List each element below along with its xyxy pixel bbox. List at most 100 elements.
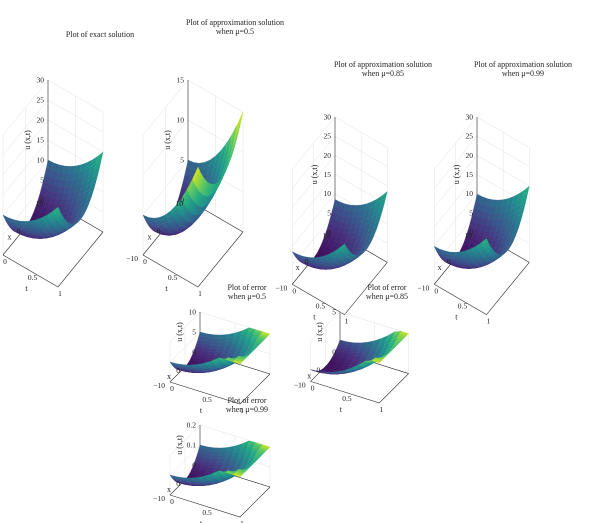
- x-tick-label: −10: [294, 380, 306, 389]
- axis-edge: [310, 373, 409, 404]
- z-tick-label: 15: [37, 136, 45, 145]
- x-axis-label: x: [438, 263, 442, 272]
- x-axis-label: x: [148, 233, 152, 242]
- t-tick-label: 0: [3, 257, 7, 266]
- t-tick-label: 0.5: [168, 273, 178, 282]
- z-tick-label: 5: [332, 308, 336, 317]
- z-tick-label: 0: [332, 348, 336, 357]
- gridline: [434, 116, 530, 170]
- z-tick-label: 5: [180, 156, 184, 165]
- surface-patch: [349, 350, 358, 354]
- t-axis-label: t: [165, 284, 168, 293]
- z-tick-label: 15: [466, 170, 474, 179]
- surface-patch: [232, 473, 242, 478]
- t-axis-label: t: [313, 312, 316, 321]
- x-tick-label: 10: [323, 231, 331, 240]
- z-tick-label: 10: [189, 308, 197, 317]
- z-tick-label: 10: [177, 116, 185, 125]
- x-tick-label: 0: [176, 366, 180, 375]
- z-tick-label: 5: [40, 176, 44, 185]
- z-tick-label: 20: [466, 151, 474, 160]
- z-tick-label: 0.1: [187, 441, 197, 450]
- axis-edge: [142, 231, 244, 288]
- panel-title: when μ=0.5: [216, 27, 254, 36]
- surface-patch: [232, 360, 242, 365]
- x-tick-label: 0: [317, 366, 321, 375]
- z-tick-label: 25: [466, 132, 474, 141]
- surface-patch: [206, 467, 215, 471]
- surface-patch: [208, 348, 217, 353]
- panel-exact-solution: Plot of exact solution051015202530100−10…: [2, 30, 134, 298]
- axis-edge: [292, 262, 388, 316]
- panel-title: Plot of approximation solution: [334, 60, 432, 69]
- x-tick-label: −10: [418, 283, 430, 292]
- t-tick-label: 1: [240, 519, 244, 523]
- z-tick-label: 0: [327, 228, 331, 237]
- t-tick-label: 0: [170, 384, 174, 393]
- surface-patch: [372, 359, 381, 364]
- z-tick-label: 10: [37, 156, 45, 165]
- z-axis-label: u (x,t): [315, 322, 324, 342]
- gridline: [142, 79, 244, 136]
- t-tick-label: 0: [311, 383, 315, 392]
- t-tick-label: 0: [170, 497, 174, 506]
- x-axis-label: x: [8, 233, 12, 242]
- surface-patch: [192, 166, 200, 183]
- z-axis-label: u (x,t): [163, 130, 172, 150]
- surface-patch: [481, 238, 489, 247]
- surface-patch: [207, 464, 216, 469]
- x-tick-label: 0: [17, 227, 21, 236]
- gridline: [2, 99, 104, 156]
- t-tick-label: 1: [198, 289, 202, 298]
- x-tick-label: 10: [36, 199, 44, 208]
- surface-patch: [348, 352, 357, 356]
- z-tick-label: 30: [466, 113, 474, 122]
- z-axis-label: u (x,t): [175, 322, 184, 342]
- t-axis-label: t: [200, 406, 203, 415]
- surface-patch: [211, 338, 221, 343]
- z-tick-label: 0: [469, 228, 473, 237]
- z-tick-label: 0.2: [187, 421, 197, 430]
- t-tick-label: 0.5: [458, 301, 468, 310]
- z-axis-label: u (x,t): [175, 435, 184, 455]
- surface-patch: [210, 455, 220, 460]
- z-tick-label: 5: [327, 208, 331, 217]
- z-tick-label: 30: [37, 76, 45, 85]
- t-tick-label: 0.5: [28, 273, 38, 282]
- t-tick-label: 0.5: [342, 394, 352, 403]
- x-tick-label: 10: [465, 231, 473, 240]
- t-tick-label: 1: [379, 405, 383, 414]
- z-tick-label: 25: [37, 96, 45, 105]
- panel-title: Plot of exact solution: [66, 30, 134, 39]
- x-axis-label: x: [307, 372, 311, 381]
- panel-title: Plot of approximation solution: [186, 18, 284, 27]
- t-tick-label: 0: [434, 286, 438, 295]
- surface-patch: [347, 354, 356, 358]
- t-axis-label: t: [25, 284, 28, 293]
- t-axis-label: t: [340, 405, 343, 414]
- z-tick-label: 5: [469, 208, 473, 217]
- surface-patch: [206, 354, 215, 358]
- gridline: [434, 135, 530, 189]
- z-tick-label: 20: [324, 151, 332, 160]
- z-tick-label: 30: [324, 113, 332, 122]
- panel-title: Plot of error: [367, 283, 406, 292]
- z-axis-label: u (x,t): [23, 130, 32, 150]
- surface-patch: [207, 351, 216, 356]
- z-tick-label: 15: [324, 170, 332, 179]
- surface-patch: [350, 347, 359, 351]
- z-tick-label: 0: [180, 196, 184, 205]
- z-axis-label: u (x,t): [310, 164, 319, 184]
- t-tick-label: 0.5: [202, 395, 212, 404]
- axis-edge: [169, 486, 271, 518]
- z-tick-label: 20: [37, 116, 45, 125]
- z-tick-label: 0: [192, 348, 196, 357]
- surface-patch: [209, 458, 219, 463]
- surface-patch: [212, 334, 222, 339]
- x-tick-label: 0: [305, 257, 309, 266]
